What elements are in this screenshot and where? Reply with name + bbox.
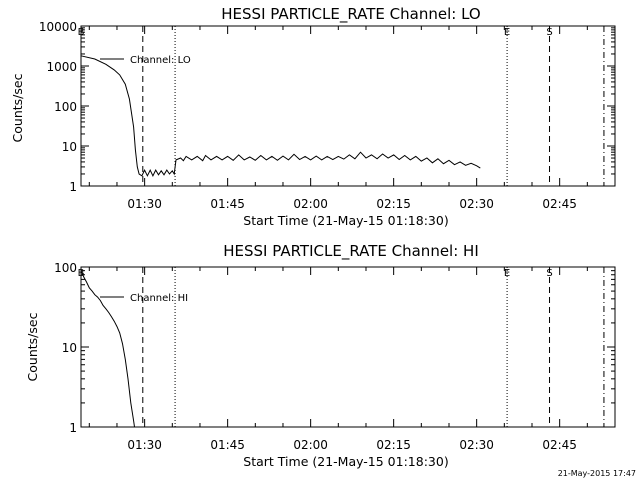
marker-label: B: [78, 27, 85, 38]
y-axis: 1 10 100: [54, 261, 615, 435]
x-axis-label: Start Time (21-May-15 01:18:30): [243, 213, 448, 228]
legend: Channel: HI: [100, 293, 188, 304]
y-tick-label: 10: [62, 140, 77, 154]
y-axis: 1 10 100 1000 10000: [39, 20, 615, 194]
x-tick-label: 01:45: [210, 438, 245, 452]
x-tick-label: 02:00: [293, 197, 328, 211]
x-tick-label: 02:45: [542, 438, 577, 452]
panel-channel-lo: HESSI PARTICLE_RATE Channel: LO 01:30 01:…: [10, 5, 616, 228]
series-line: [80, 55, 481, 177]
x-tick-label: 02:30: [459, 197, 494, 211]
marker-label: E: [504, 268, 510, 279]
legend: Channel: LO: [100, 55, 191, 66]
x-tick-label: 01:30: [127, 438, 162, 452]
chart-title: HESSI PARTICLE_RATE Channel: HI: [223, 242, 479, 261]
y-tick-label: 100: [54, 100, 77, 114]
x-tick-label: 02:30: [459, 438, 494, 452]
chart-title: HESSI PARTICLE_RATE Channel: LO: [221, 5, 480, 24]
x-tick-label: 02:15: [376, 438, 411, 452]
marker-label: E: [504, 27, 510, 38]
x-tick-label: 02:15: [376, 197, 411, 211]
x-tick-label: 02:45: [542, 197, 577, 211]
x-tick-label: 02:00: [293, 438, 328, 452]
y-axis-label: Counts/sec: [25, 312, 40, 381]
footer-timestamp: 21-May-2015 17:47: [558, 469, 636, 478]
y-tick-label: 1: [69, 421, 77, 435]
y-tick-label: 100: [54, 261, 77, 275]
series-layer: [80, 55, 481, 177]
x-axis-label: Start Time (21-May-15 01:18:30): [243, 454, 448, 469]
x-axis: 01:30 01:45 02:00 02:15 02:30 02:45: [88, 267, 616, 452]
marker-label: S: [546, 27, 552, 38]
x-tick-label: 01:45: [210, 197, 245, 211]
legend-label: Channel: LO: [130, 55, 191, 66]
series-layer: [80, 270, 135, 428]
x-axis: 01:30 01:45 02:00 02:15 02:30 02:45: [88, 26, 616, 211]
panel-channel-hi: HESSI PARTICLE_RATE Channel: HI 01:30 01:…: [25, 242, 616, 469]
plot-frame: [80, 25, 616, 187]
y-tick-label: 1: [69, 180, 77, 194]
y-tick-label: 10: [62, 341, 77, 355]
y-tick-label: 10000: [39, 20, 77, 34]
y-axis-label: Counts/sec: [10, 73, 25, 142]
marker-label: S: [546, 268, 552, 279]
plot-frame: [80, 266, 616, 428]
legend-label: Channel: HI: [130, 293, 188, 304]
y-tick-label: 1000: [46, 60, 77, 74]
marker-label: B: [78, 268, 85, 279]
series-line: [80, 270, 135, 428]
x-tick-label: 01:30: [127, 197, 162, 211]
